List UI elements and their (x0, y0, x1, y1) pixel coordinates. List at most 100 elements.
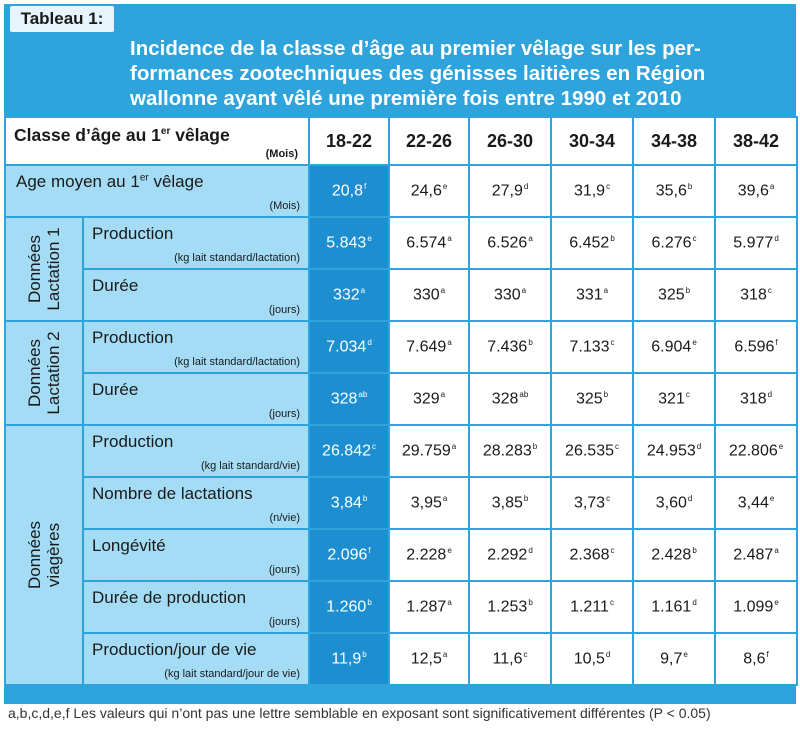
cell-significance: b (610, 233, 615, 243)
cell-value: 2.096 (327, 546, 368, 564)
highlight-cell: 3,84b (308, 476, 391, 530)
cell-significance: b (362, 649, 367, 659)
table-cell: 7.133c (550, 320, 635, 374)
table-title: Incidence de la classe d’âge au premier … (130, 36, 770, 111)
cell-value: 330 (412, 286, 440, 304)
table-row: Durée de production (jours) 1.260b 1.287a… (5, 580, 799, 634)
row-label-sup: er (139, 172, 149, 184)
table-cell: 318c (714, 268, 799, 322)
table-cell: 329a (388, 372, 471, 426)
table-cell: 8,6f (714, 632, 799, 686)
cell-value: 7.436 (487, 338, 528, 356)
cell-value: 35,6 (655, 182, 687, 200)
highlight-cell: 26.842c (308, 424, 391, 478)
cell-significance: d (367, 337, 372, 347)
cell-value: 3,44 (737, 494, 769, 512)
group-label-line: Lactation 1 (44, 227, 63, 311)
cell-significance: d (528, 545, 533, 555)
cell-significance: e (774, 597, 779, 607)
table-row: Durée (jours) 328ab 329a 328ab 325b 321c 318d (5, 372, 799, 426)
row-unit: (kg lait standard/jour de vie) (164, 668, 301, 680)
table-row: Longévité (jours) 2.096f 2.228e 2.292d 2.36… (5, 528, 799, 582)
cell-value: 1.161 (651, 598, 692, 616)
table-cell: 3,95a (388, 476, 471, 530)
cell-significance: a (521, 285, 527, 295)
cell-value: 328 (491, 390, 519, 408)
table-cell: 330a (468, 268, 553, 322)
table-row: Durée (jours) 332a 330a 330a 331a 325b 318c (5, 268, 799, 322)
table-label: Tableau 1: (10, 6, 114, 32)
cell-significance: c (606, 493, 611, 503)
cell-significance: e (367, 233, 372, 243)
cell-significance: c (692, 233, 697, 243)
cell-value: 318 (739, 390, 767, 408)
cell-significance: f (368, 545, 371, 555)
cell-significance: c (767, 285, 772, 295)
table-cell: 318d (714, 372, 799, 426)
row-unit: (jours) (268, 564, 301, 576)
table-cell: 1.211c (550, 580, 635, 634)
cell-significance: b (528, 337, 533, 347)
cell-value: 28.283 (482, 442, 532, 460)
cell-value: 1.211 (570, 598, 609, 616)
table-cell: 321c (632, 372, 717, 426)
table-cell: 7.436b (468, 320, 553, 374)
table-cell: 325b (550, 372, 635, 426)
table-cell: 7.649a (388, 320, 471, 374)
row-label-text: vêlage (148, 172, 204, 191)
row-label: Durée de production (jours) (81, 580, 311, 634)
table-cell: 2.228e (388, 528, 471, 582)
cell-significance: c (609, 597, 614, 607)
cell-significance: a (440, 389, 446, 399)
table-cell: 6.526a (468, 216, 553, 270)
cell-value: 328 (330, 390, 358, 408)
table-cell: 3,60d (632, 476, 717, 530)
cell-value: 11,6 (492, 650, 523, 668)
table-cell: 27,9d (468, 164, 553, 218)
table-cell: 6.904e (632, 320, 717, 374)
cell-value: 1.260 (326, 598, 367, 616)
table-cell: 2.428b (632, 528, 717, 582)
column-header-class: Classe d’âge au 1er vêlage (Mois) (3, 116, 311, 166)
row-unit: (kg lait standard/vie) (200, 460, 301, 472)
cell-value: 12,5 (410, 650, 442, 668)
table-cell: 3,44e (714, 476, 799, 530)
cell-significance: a (447, 337, 452, 347)
row-label: Durée (jours) (81, 268, 311, 322)
row-label: Age moyen au 1er vêlage (Mois) (3, 164, 311, 218)
cell-value: 7.133 (569, 338, 610, 356)
row-unit: (jours) (268, 408, 301, 420)
row-label-name: Production (92, 224, 174, 243)
cell-significance: e (447, 545, 452, 555)
cell-value: 11,9 (331, 650, 362, 668)
row-unit: (jours) (268, 616, 301, 628)
cell-value: 6.276 (651, 234, 692, 252)
header-label-text: vêlage (170, 124, 230, 145)
cell-significance: d (523, 181, 529, 191)
row-label-name: Production/jour de vie (92, 640, 257, 659)
table-cell: 2.292d (468, 528, 553, 582)
table-cell: 6.452b (550, 216, 635, 270)
cell-significance: c (610, 337, 615, 347)
title-line: Incidence de la classe d’âge au premier … (130, 37, 701, 60)
cell-significance: b (523, 493, 529, 503)
cell-significance: a (442, 649, 448, 659)
table-cell: 1.253b (468, 580, 553, 634)
table-cell: 24.953d (632, 424, 717, 478)
cell-significance: ab (519, 389, 529, 399)
cell-significance: d (696, 441, 702, 451)
cell-value: 318 (740, 286, 767, 304)
highlight-cell: 328ab (308, 372, 391, 426)
row-unit: (kg lait standard/lactation) (174, 252, 301, 264)
footnote: a,b,c,d,e,f Les valeurs qui n’ont pas un… (8, 705, 711, 721)
table-row: Production/jour de vie (kg lait standard… (5, 632, 799, 686)
table-row: Données Lactation 1 Production (kg lait s… (4, 216, 799, 322)
data-table: Classe d’âge au 1er vêlage (Mois) 18-22 … (3, 116, 799, 686)
cell-value: 1.099 (733, 598, 774, 616)
cell-significance: a (769, 181, 775, 191)
cell-significance: c (610, 545, 615, 555)
cell-value: 9,7 (660, 650, 683, 668)
table-cell: 328ab (468, 372, 553, 426)
row-label: Production/jour de vie (kg lait standard… (81, 632, 311, 686)
cell-value: 1.253 (487, 598, 528, 616)
